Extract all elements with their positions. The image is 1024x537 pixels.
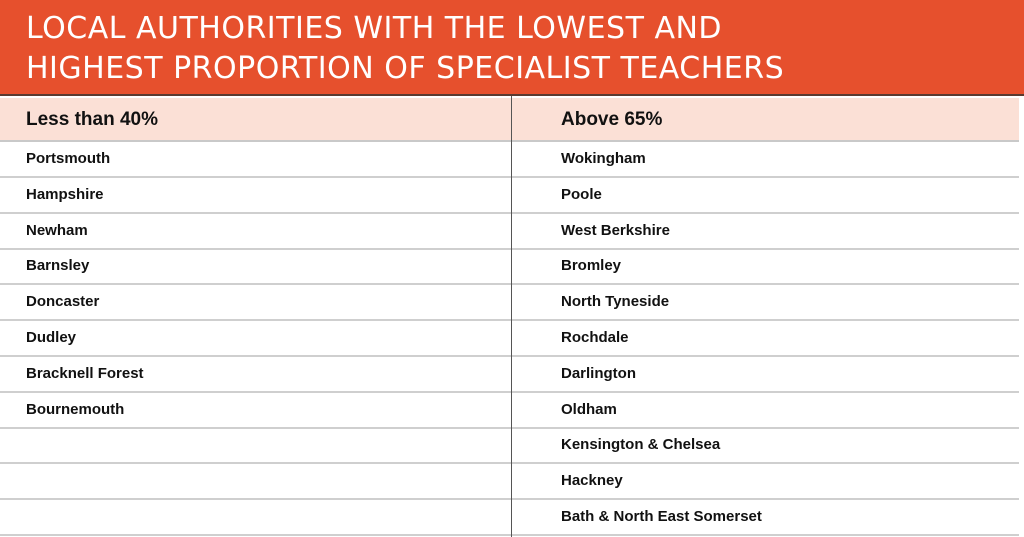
authority-name: Doncaster bbox=[26, 293, 100, 311]
authority-name: Wokingham bbox=[561, 150, 646, 167]
authority-name: Oldham bbox=[561, 400, 617, 418]
column-header-high: Above 65% bbox=[561, 109, 663, 130]
authority-name: North Tyneside bbox=[561, 293, 670, 311]
authority-name: Newham bbox=[26, 221, 88, 239]
table-row: Oldham bbox=[512, 393, 1019, 429]
authorities-table: Less than 40% Above 65% Portsmouth Hampsh… bbox=[0, 96, 1024, 537]
table-row: Poole bbox=[512, 178, 1019, 214]
authority-name: West Berkshire bbox=[561, 221, 670, 239]
table-header-row: Less than 40% Above 65% bbox=[0, 98, 1019, 142]
table-row: Wokingham bbox=[512, 142, 1019, 178]
authority-name: Dudley bbox=[26, 329, 77, 346]
authority-name: Bournemouth bbox=[26, 400, 125, 418]
table-row: Bromley bbox=[512, 249, 1019, 286]
authority-name: Bracknell Forest bbox=[26, 364, 144, 382]
table-row: Darlington bbox=[512, 357, 1019, 393]
table-row: Hackney bbox=[512, 464, 1019, 501]
table-row bbox=[0, 500, 511, 536]
table-row: Doncaster bbox=[0, 285, 511, 322]
table-row: Rochdale bbox=[512, 321, 1019, 357]
authority-name: Bromley bbox=[561, 257, 622, 275]
title-line-1: LOCAL AUTHORITIES WITH THE LOWEST AND bbox=[26, 11, 723, 46]
table-row: Dudley bbox=[0, 321, 511, 357]
table-row: Bournemouth bbox=[0, 393, 511, 429]
column-header-low: Less than 40% bbox=[26, 109, 158, 130]
authority-name: Kensington & Chelsea bbox=[561, 436, 721, 454]
authority-name: Hackney bbox=[561, 472, 623, 490]
table-row: Hampshire bbox=[0, 178, 511, 214]
table-row: Barnsley bbox=[0, 249, 511, 286]
title-banner: LOCAL AUTHORITIES WITH THE LOWEST AND HI… bbox=[0, 0, 1024, 96]
authority-name: Darlington bbox=[561, 364, 636, 382]
table-row: Newham bbox=[0, 214, 511, 250]
table-row: Bracknell Forest bbox=[0, 357, 511, 393]
authority-name: Hampshire bbox=[26, 185, 104, 203]
authority-name: Barnsley bbox=[26, 257, 90, 275]
title-line-2: HIGHEST PROPORTION OF SPECIALIST TEACHER… bbox=[26, 51, 785, 86]
table-row: Kensington & Chelsea bbox=[512, 428, 1019, 465]
table-row bbox=[0, 464, 511, 501]
authority-name: Portsmouth bbox=[26, 150, 111, 167]
table-row bbox=[0, 428, 511, 465]
table-row: North Tyneside bbox=[512, 285, 1019, 322]
column-divider bbox=[511, 96, 512, 537]
table-row: Bath & North East Somerset bbox=[512, 500, 1019, 536]
table-row: Portsmouth bbox=[0, 142, 511, 178]
authority-name: Poole bbox=[561, 185, 602, 203]
authority-name: Bath & North East Somerset bbox=[561, 508, 762, 525]
table-row: West Berkshire bbox=[512, 214, 1019, 250]
authority-name: Rochdale bbox=[561, 329, 629, 346]
